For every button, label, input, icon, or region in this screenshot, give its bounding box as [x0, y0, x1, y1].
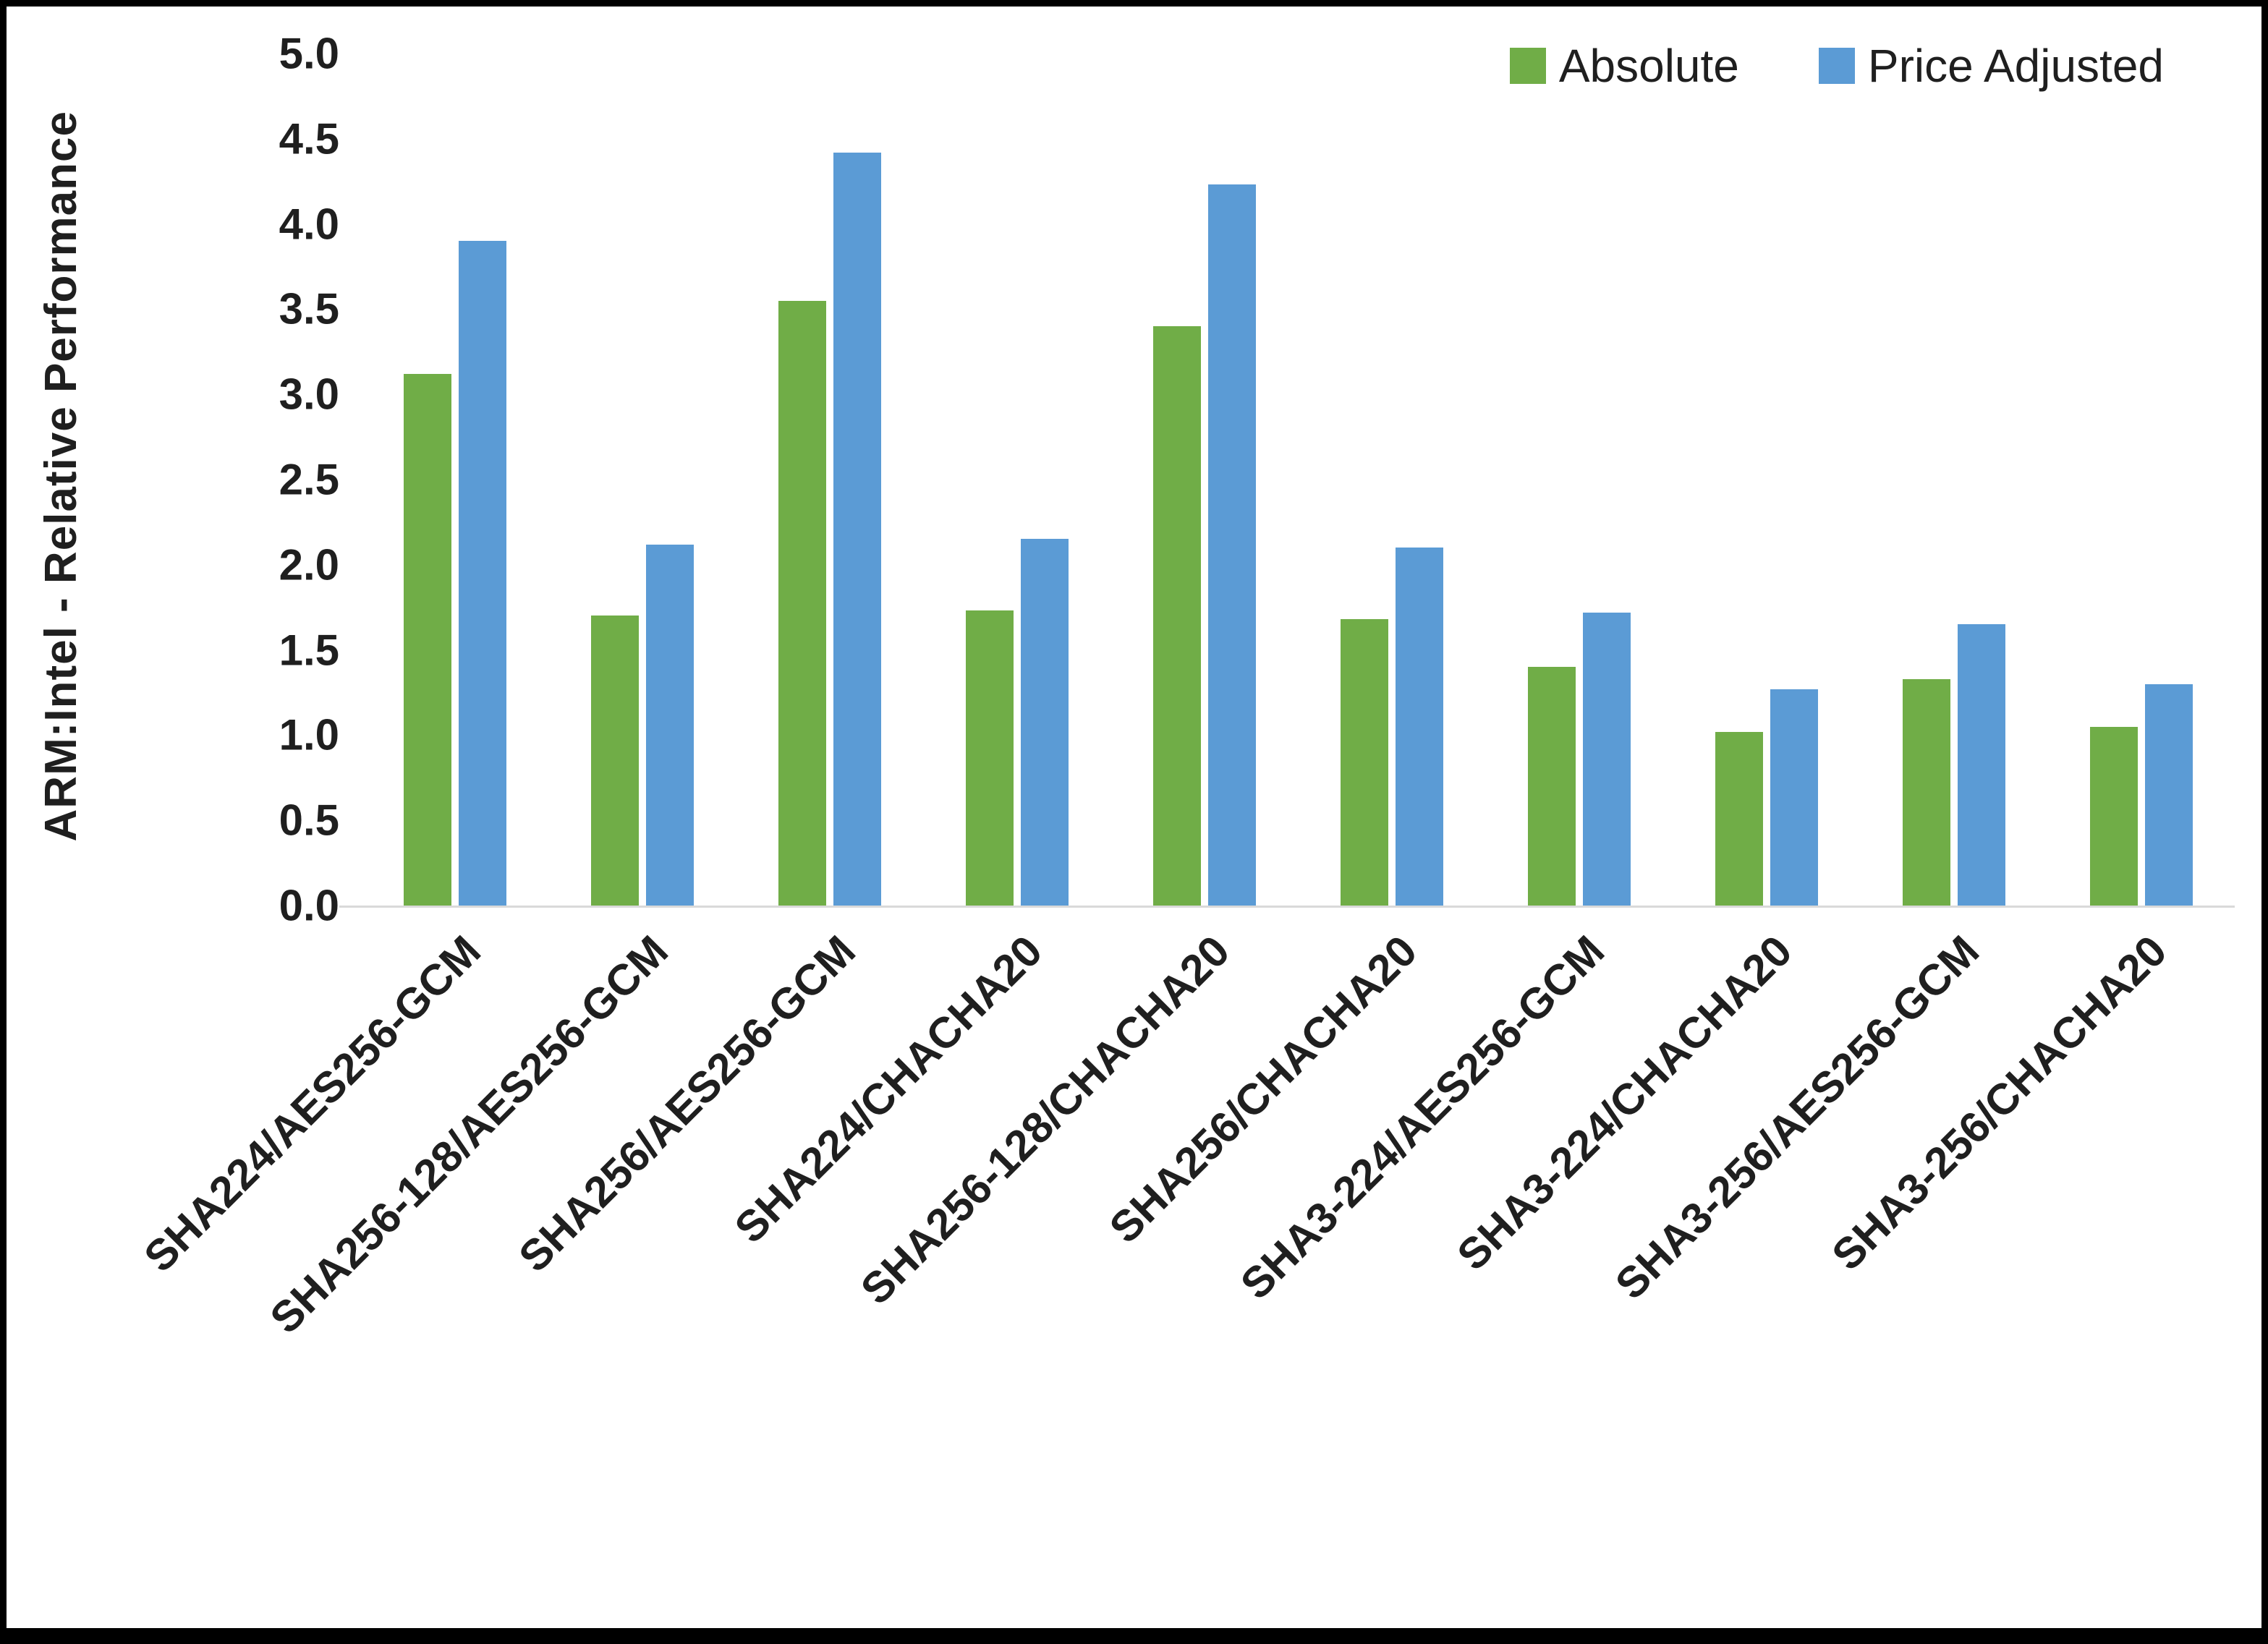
- bar-price-adjusted: [1957, 624, 2005, 906]
- bar-absolute: [1152, 325, 1201, 906]
- y-axis-tick: 0.5: [279, 796, 339, 845]
- bar-price-adjusted: [833, 152, 881, 906]
- bar-price-adjusted: [2144, 683, 2193, 906]
- bar-price-adjusted: [1020, 539, 1069, 906]
- bar-groups: SHA224/AES256-GCM SHA256-128/AES256-GCM SH…: [135, 54, 2235, 1342]
- y-axis-tick: 4.0: [279, 200, 339, 249]
- y-axis-tick: 1.5: [279, 626, 339, 675]
- bar-absolute: [403, 373, 451, 906]
- x-axis-label: SHA3-224/CHACHA20: [1448, 926, 1801, 1279]
- y-axis-tick: 2.0: [279, 540, 339, 589]
- bar-absolute: [778, 300, 826, 906]
- bar-absolute: [590, 616, 639, 906]
- y-axis-tick: 3.5: [279, 284, 339, 333]
- category-group: SHA3-224/CHACHA20: [1448, 54, 1860, 1279]
- bar-absolute: [1340, 619, 1388, 906]
- bar-absolute: [1527, 667, 1576, 906]
- y-axis-tick: 0.0: [279, 881, 339, 930]
- x-axis-line: [339, 906, 2235, 908]
- legend-item: Price Adjusted: [1818, 39, 2164, 93]
- y-axis-ticks: 0.0 0.5 1.0 1.5 2.0 2.5 3.0 3.5 4.0 4.5 5.0: [108, 30, 339, 930]
- x-axis-label: SHA224/AES256-GCM: [134, 926, 490, 1282]
- bar-price-adjusted: [458, 241, 506, 906]
- bar-absolute: [2089, 726, 2138, 906]
- legend-swatch-icon: [1818, 48, 1855, 84]
- bar-absolute: [1902, 678, 1950, 906]
- category-group: SHA256/AES256-GCM: [509, 54, 923, 1281]
- bar-price-adjusted: [1207, 184, 1256, 906]
- category-group: SHA256-128/CHACHA20: [851, 54, 1298, 1313]
- x-axis-label: SHA3-256/AES256-GCM: [1606, 926, 1989, 1309]
- y-axis-tick: 3.0: [279, 370, 339, 419]
- y-axis-title: ARM:Intel - Relative Performance: [27, 46, 95, 906]
- y-axis-tick: 1.0: [279, 710, 339, 759]
- category-group: SHA3-256/AES256-GCM: [1606, 54, 2047, 1308]
- bar-price-adjusted: [1395, 548, 1443, 906]
- legend-label: Price Adjusted: [1867, 40, 2164, 92]
- x-axis-label: SHA3-256/CHACHA20: [1822, 926, 2176, 1279]
- legend-label: Absolute: [1558, 40, 1739, 92]
- category-group: SHA3-256/CHACHA20: [1822, 54, 2235, 1279]
- category-group: SHA224/CHACHA20: [726, 54, 1110, 1252]
- category-group: SHA256-128/AES256-GCM: [260, 54, 736, 1342]
- bar-price-adjusted: [645, 544, 694, 906]
- x-axis-label: SHA224/CHACHA20: [726, 926, 1052, 1253]
- x-axis-label: SHA256/CHACHA20: [1100, 926, 1427, 1253]
- category-group: SHA256/CHACHA20: [1100, 54, 1485, 1252]
- y-axis-tick: 4.5: [279, 114, 339, 163]
- category-group: SHA3-224/AES256-GCM: [1231, 54, 1673, 1308]
- y-axis-tick: 5.0: [279, 29, 339, 78]
- x-axis-label: SHA3-224/AES256-GCM: [1231, 926, 1614, 1309]
- bar-price-adjusted: [1582, 612, 1631, 906]
- category-group: SHA224/AES256-GCM: [135, 54, 548, 1281]
- x-axis-label: SHA256-128/AES256-GCM: [260, 926, 677, 1343]
- bar-price-adjusted: [1770, 689, 1818, 906]
- y-axis-title-text: ARM:Intel - Relative Performance: [36, 110, 86, 842]
- x-axis-label: SHA256/AES256-GCM: [509, 926, 865, 1282]
- bar-absolute: [965, 610, 1014, 906]
- bar-absolute: [1715, 731, 1763, 906]
- legend-swatch-icon: [1509, 48, 1546, 84]
- legend-item: Absolute: [1509, 39, 1739, 93]
- legend: Absolute Price Adjusted: [1509, 39, 2164, 93]
- x-axis-label: SHA256-128/CHACHA20: [851, 926, 1239, 1314]
- y-axis-tick: 2.5: [279, 455, 339, 504]
- plot-area: SHA224/AES256-GCM SHA256-128/AES256-GCM SH…: [135, 54, 2235, 1342]
